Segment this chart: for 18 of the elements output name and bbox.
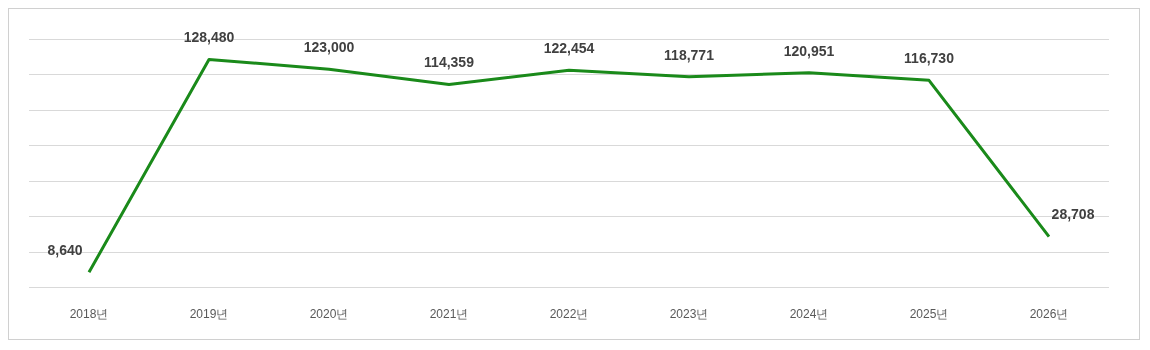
data-label: 28,708: [1051, 206, 1095, 223]
x-tick-label: 2021년: [429, 307, 469, 322]
x-tick-label: 2024년: [789, 307, 829, 322]
x-tick-label: 2018년: [69, 307, 109, 322]
data-label: 118,771: [664, 46, 715, 63]
data-label: 123,000: [303, 39, 355, 56]
data-label: 114,359: [424, 54, 475, 71]
data-label: 8,640: [47, 242, 83, 259]
x-tick-label: 2022년: [549, 307, 589, 322]
x-tick-label: 2019년: [189, 307, 229, 322]
data-label: 120,951: [783, 42, 835, 59]
x-tick-label: 2020년: [309, 307, 349, 322]
data-label: 122,454: [543, 40, 595, 57]
x-tick-label: 2025년: [909, 307, 949, 322]
x-tick-label: 2026년: [1029, 307, 1069, 322]
data-label: 128,480: [183, 29, 235, 46]
x-tick-label: 2023년: [669, 307, 709, 322]
data-label: 116,730: [904, 50, 955, 67]
